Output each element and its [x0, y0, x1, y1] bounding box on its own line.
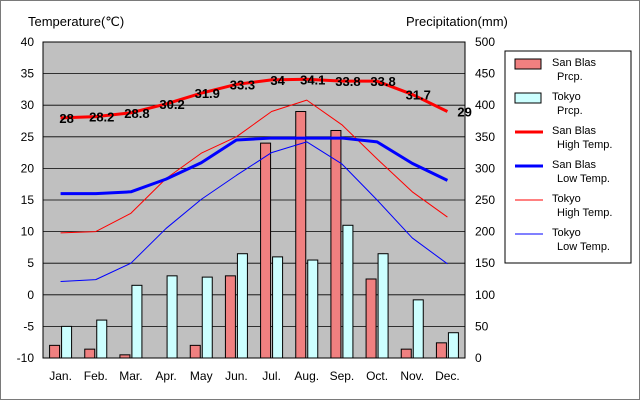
- tokyo-precip-bar: [272, 256, 284, 359]
- month-label: Jul.: [262, 369, 281, 383]
- high-temp-data-label: 33.3: [230, 77, 255, 92]
- precip-tick-label: 450: [475, 67, 495, 81]
- temperature-tick-label: 40: [21, 35, 35, 49]
- right-axis-title: Precipitation(mm): [406, 14, 508, 29]
- san-blas-precip-bar: [189, 344, 201, 359]
- legend-tokyo-low-label: Tokyo: [552, 227, 581, 239]
- san-blas-precip-bar: [224, 275, 236, 359]
- tokyo-precip-bar: [342, 224, 354, 359]
- tokyo-precip-bar: [201, 276, 213, 359]
- legend-tokyo-low-label-line2: Low Temp.: [557, 241, 610, 253]
- gridlines: [43, 73, 465, 327]
- high-temp-data-label: 34: [270, 73, 285, 88]
- precip-tick-label: 350: [475, 130, 495, 144]
- month-label: Apr.: [155, 369, 176, 383]
- month-label: Jun.: [225, 369, 248, 383]
- high-temp-data-label: 31.9: [195, 86, 220, 101]
- month-label: Feb.: [84, 369, 108, 383]
- high-temp-data-label: 31.7: [406, 87, 431, 102]
- temperature-ticks: 40 35 30 25 20 15 10 5 0 -5 -10: [17, 35, 35, 365]
- tokyo-high-line: [60, 99, 448, 234]
- legend-san-blas-low-label-line2: Low Temp.: [557, 173, 610, 185]
- san-blas-precip-bar: [260, 142, 272, 359]
- legend-san-blas-precip-label: San Blas: [552, 57, 597, 69]
- temperature-tick-label: 0: [27, 288, 34, 302]
- high-temp-data-label: 28: [59, 111, 73, 126]
- tokyo-precip-bar: [307, 259, 319, 359]
- precip-tick-label: 400: [475, 98, 495, 112]
- temperature-tick-label: 20: [21, 161, 35, 175]
- tokyo-precip-bar: [447, 332, 459, 359]
- san-blas-precip-bar: [119, 354, 131, 359]
- precip-tick-label: 250: [475, 193, 495, 207]
- tokyo-low-line: [60, 141, 448, 283]
- temperature-tick-label: 15: [21, 193, 35, 207]
- precip-bars: [49, 111, 459, 359]
- temperature-tick-label: -10: [17, 351, 35, 365]
- san-blas-precip-bar: [295, 111, 307, 359]
- legend-tokyo-precip-label: Tokyo: [552, 91, 581, 103]
- san-blas-precip-bar: [365, 278, 377, 359]
- left-axis-title: Temperature(℃): [28, 14, 124, 29]
- high-temp-data-label: 29: [457, 105, 471, 120]
- month-label: Dec.: [435, 369, 460, 383]
- precip-tick-label: 300: [475, 161, 495, 175]
- precip-tick-label: 0: [475, 351, 482, 365]
- precip-tick-label: 50: [475, 319, 489, 333]
- month-ticks: Jan. Feb. Mar. Apr. May Jun. Jul. Aug. Sep. Oct. N…: [49, 369, 460, 383]
- month-label: May: [190, 369, 213, 383]
- month-label: Aug.: [294, 369, 319, 383]
- tokyo-precip-bar: [61, 325, 73, 359]
- legend-san-blas-high-label: San Blas: [552, 125, 597, 137]
- temperature-tick-label: 10: [21, 225, 35, 239]
- high-temp-data-label: 28.8: [124, 106, 149, 121]
- san-blas-high-line: [60, 77, 449, 120]
- temperature-tick-label: 35: [21, 67, 35, 81]
- temperature-lines: [60, 77, 449, 283]
- tokyo-precip-bar: [377, 253, 389, 359]
- high-temp-data-label: 34.1: [300, 72, 325, 87]
- temperature-tick-label: 5: [27, 256, 34, 270]
- tokyo-precip-bar: [412, 299, 424, 359]
- san-blas-low-line: [60, 136, 449, 196]
- precip-tick-label: 150: [475, 256, 495, 270]
- legend-san-blas-low-label: San Blas: [552, 159, 597, 171]
- legend-tokyo-high-label: Tokyo: [552, 193, 581, 205]
- san-blas-precip-bar: [49, 344, 61, 359]
- month-label: Mar.: [119, 369, 142, 383]
- month-label: Oct.: [366, 369, 388, 383]
- high-temp-data-label: 33.8: [335, 74, 360, 89]
- legend-tokyo-precip-swatch: [514, 92, 542, 104]
- san-blas-precip-bar: [330, 129, 342, 359]
- san-blas-precip-bar: [400, 348, 412, 359]
- temperature-tick-label: -5: [23, 319, 34, 333]
- high-temp-data-label: 30.2: [159, 97, 184, 112]
- precip-tick-label: 100: [475, 288, 495, 302]
- legend-items: San Blas Prcp. Tokyo Prcp. San Blas High Temp…: [514, 57, 612, 253]
- legend: [504, 50, 632, 264]
- san-blas-precip-bar: [84, 348, 96, 359]
- tokyo-precip-bar: [236, 253, 248, 359]
- high-temp-data-label: 28.2: [89, 110, 114, 125]
- precip-tick-label: 200: [475, 225, 495, 239]
- temperature-tick-label: 30: [21, 98, 35, 112]
- tokyo-precip-bar: [166, 275, 178, 359]
- legend-tokyo-precip-label-line2: Prcp.: [557, 105, 583, 117]
- san-blas-precip-bar: [435, 342, 447, 359]
- temperature-tick-label: 25: [21, 130, 35, 144]
- legend-san-blas-precip-swatch: [514, 58, 542, 70]
- month-label: Sep.: [330, 369, 355, 383]
- precip-tick-label: 500: [475, 35, 495, 49]
- tokyo-precip-bar: [96, 319, 108, 359]
- month-label: Jan.: [49, 369, 72, 383]
- legend-san-blas-precip-label-line2: Prcp.: [557, 71, 583, 83]
- legend-tokyo-high-label-line2: High Temp.: [557, 207, 612, 219]
- high-temp-data-labels: 28 28.2 28.8 30.2 31.9 33.3 34 34.1 33.8 33.8 31.7…: [59, 72, 472, 126]
- high-temp-data-label: 33.8: [370, 74, 395, 89]
- tokyo-precip-bar: [131, 284, 143, 359]
- legend-san-blas-high-label-line2: High Temp.: [557, 139, 612, 151]
- month-label: Nov.: [400, 369, 424, 383]
